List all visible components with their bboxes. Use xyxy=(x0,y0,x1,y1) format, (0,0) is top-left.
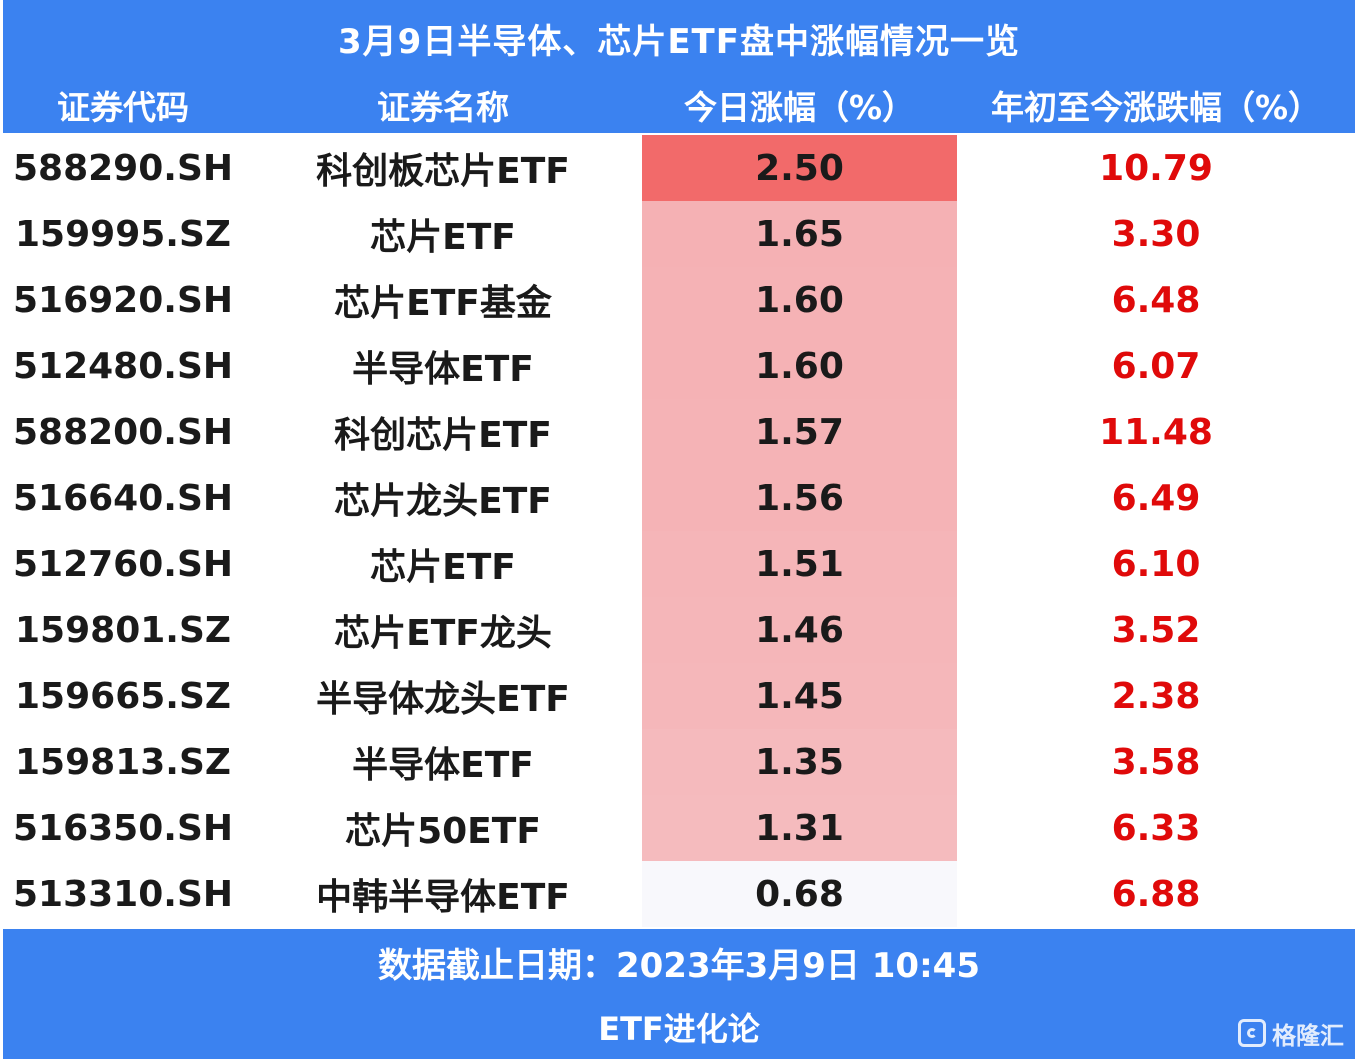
cell-name: 芯片龙头ETF xyxy=(334,481,552,522)
cell-ytd-change: 2.38 xyxy=(1111,675,1201,717)
cell-today-change: 1.60 xyxy=(642,333,957,399)
cell-today-change: 1.65 xyxy=(642,201,957,267)
cell-code: 516350.SH xyxy=(12,807,234,849)
cell-code: 159995.SZ xyxy=(15,213,231,255)
cell-name: 半导体ETF xyxy=(352,745,534,786)
cell-name: 科创板芯片ETF xyxy=(316,151,570,192)
cell-name: 芯片ETF xyxy=(370,217,516,258)
cell-ytd-change: 6.10 xyxy=(1111,543,1201,585)
table-row: 588290.SH 科创板芯片ETF 2.50 10.79 xyxy=(3,135,1355,201)
watermark-text: 格隆汇 xyxy=(1272,1021,1344,1050)
cell-ytd-change: 6.07 xyxy=(1111,345,1201,387)
cell-today-change: 1.56 xyxy=(642,465,957,531)
cell-code: 512760.SH xyxy=(12,543,234,585)
cell-today-change: 1.46 xyxy=(642,597,957,663)
cell-ytd-change: 3.30 xyxy=(1111,213,1201,255)
cell-name: 芯片ETF龙头 xyxy=(334,613,552,654)
cell-today-change: 1.31 xyxy=(642,795,957,861)
table-row: 588200.SH 科创芯片ETF 1.57 11.48 xyxy=(3,399,1355,465)
header-name: 证券名称 xyxy=(377,88,509,127)
cell-code: 516640.SH xyxy=(12,477,234,519)
cell-ytd-change: 3.52 xyxy=(1111,609,1201,651)
table-row: 512760.SH 芯片ETF 1.51 6.10 xyxy=(3,531,1355,597)
cell-code: 159665.SZ xyxy=(15,675,231,717)
cell-ytd-change: 6.49 xyxy=(1111,477,1201,519)
cell-today-change: 1.35 xyxy=(642,729,957,795)
cell-ytd-change: 3.58 xyxy=(1111,741,1201,783)
table-row: 516350.SH 芯片50ETF 1.31 6.33 xyxy=(3,795,1355,861)
cell-code: 516920.SH xyxy=(12,279,234,321)
cell-today-change: 1.60 xyxy=(642,267,957,333)
header-today-change: 今日涨幅（%） xyxy=(683,88,916,127)
header-ytd-change: 年初至今涨跌幅（%） xyxy=(990,88,1322,127)
cell-name: 半导体ETF xyxy=(352,349,534,390)
data-date-note: 数据截止日期：2023年3月9日 10:45 xyxy=(3,929,1355,995)
table-body: 588290.SH 科创板芯片ETF 2.50 10.79 159995.SZ 芯片ETF… xyxy=(3,135,1355,927)
cell-today-change: 1.57 xyxy=(642,399,957,465)
table-row: 159995.SZ 芯片ETF 1.65 3.30 xyxy=(3,201,1355,267)
cell-name: 半导体龙头ETF xyxy=(316,679,570,720)
cell-code: 588200.SH xyxy=(12,411,234,453)
table-row: 512480.SH 半导体ETF 1.60 6.07 xyxy=(3,333,1355,399)
cell-ytd-change: 11.48 xyxy=(1099,411,1213,453)
cell-code: 159813.SZ xyxy=(15,741,231,783)
table-row: 159665.SZ 半导体龙头ETF 1.45 2.38 xyxy=(3,663,1355,729)
table-title: 3月9日半导体、芯片ETF盘中涨幅情况一览 xyxy=(3,0,1355,77)
cell-ytd-change: 6.48 xyxy=(1111,279,1201,321)
cell-code: 159801.SZ xyxy=(15,609,231,651)
cell-ytd-change: 6.88 xyxy=(1111,873,1201,915)
cell-ytd-change: 6.33 xyxy=(1111,807,1201,849)
cell-today-change: 2.50 xyxy=(642,135,957,201)
cell-today-change: 0.68 xyxy=(642,861,957,927)
cell-today-change: 1.45 xyxy=(642,663,957,729)
cell-name: 芯片ETF xyxy=(370,547,516,588)
source-label: ETF进化论 xyxy=(3,995,1355,1059)
cell-name: 科创芯片ETF xyxy=(334,415,552,456)
cell-code: 513310.SH xyxy=(12,873,234,915)
table-row: 516920.SH 芯片ETF基金 1.60 6.48 xyxy=(3,267,1355,333)
header-code: 证券代码 xyxy=(57,88,189,127)
table-row: 513310.SH 中韩半导体ETF 0.68 6.88 xyxy=(3,861,1355,927)
gelonghui-logo-icon xyxy=(1238,1019,1266,1047)
cell-ytd-change: 10.79 xyxy=(1099,147,1213,189)
table-row: 159813.SZ 半导体ETF 1.35 3.58 xyxy=(3,729,1355,795)
cell-name: 芯片ETF基金 xyxy=(334,283,552,324)
table-header: 证券代码 证券名称 今日涨幅（%） 年初至今涨跌幅（%） xyxy=(3,77,1355,133)
table-row: 159801.SZ 芯片ETF龙头 1.46 3.52 xyxy=(3,597,1355,663)
cell-name: 芯片50ETF xyxy=(345,811,541,852)
cell-today-change: 1.51 xyxy=(642,531,957,597)
cell-code: 512480.SH xyxy=(12,345,234,387)
table-row: 516640.SH 芯片龙头ETF 1.56 6.49 xyxy=(3,465,1355,531)
watermark: 格隆汇 xyxy=(1238,1015,1344,1051)
cell-name: 中韩半导体ETF xyxy=(316,877,570,918)
cell-code: 588290.SH xyxy=(12,147,234,189)
